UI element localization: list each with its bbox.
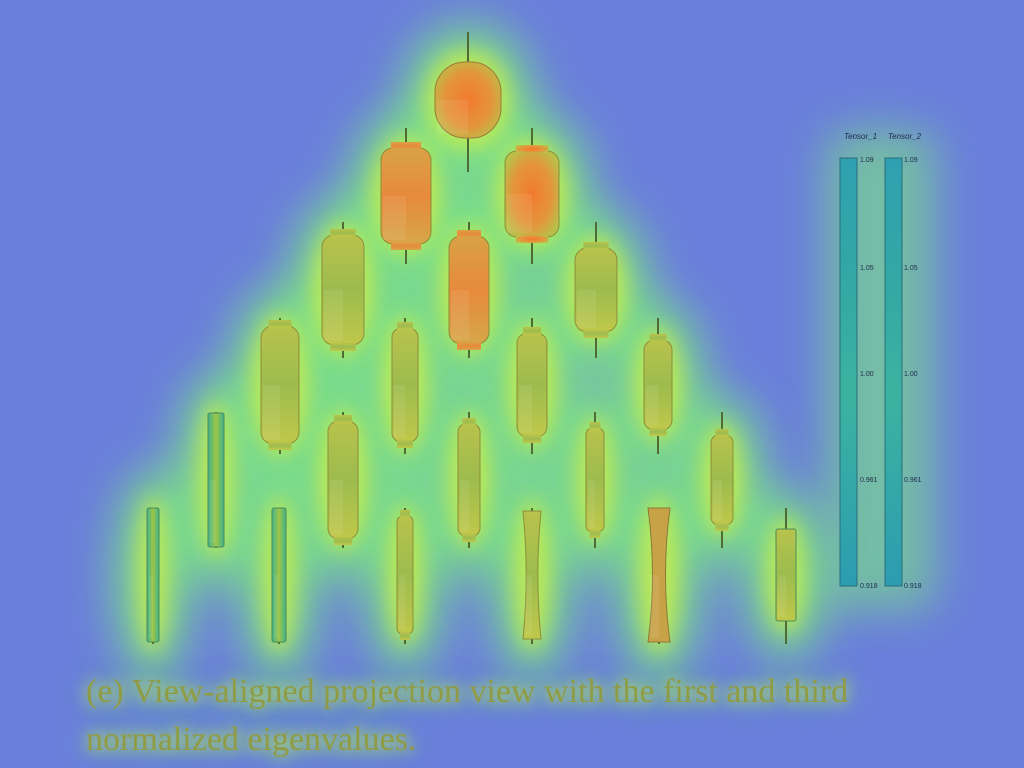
glyph-body <box>647 507 671 643</box>
tensor-glyph <box>647 507 671 644</box>
colorbar-tick-2-2: 1.00 <box>904 371 918 378</box>
tensor-glyph <box>710 412 734 548</box>
tensor-glyph <box>643 318 673 454</box>
tensor-glyph <box>574 222 618 358</box>
colorbar-title-tensor-1: Tensor_1 <box>844 132 878 141</box>
colorbar-tick-1-2: 1.00 <box>860 371 874 378</box>
colorbar-tick-1-0: 1.09 <box>860 157 874 164</box>
glyph-cap-bottom <box>462 534 476 542</box>
tensor-glyph <box>260 318 300 454</box>
tensor-glyph <box>457 412 481 548</box>
glyph-cap-top <box>268 320 292 328</box>
glyph-body <box>271 507 287 643</box>
glyph-cap-top <box>589 422 601 430</box>
colorbar-tick-1-1: 1.05 <box>860 265 874 272</box>
glyph-shade <box>507 194 532 233</box>
glyph-cap-bottom <box>397 440 413 448</box>
glyph-cap-top <box>391 142 421 150</box>
glyph-shade <box>650 575 659 638</box>
glyph-cap-bottom <box>515 235 549 243</box>
tensor-glyph <box>585 412 605 548</box>
glyph-shade <box>274 575 279 638</box>
glyph-cap-top <box>523 327 541 335</box>
glyph-cap-top <box>334 415 352 423</box>
glyph-cap-bottom <box>268 442 292 450</box>
tensor-glyph <box>448 222 490 358</box>
glyph-body <box>775 528 797 622</box>
glyph-cap-top <box>649 334 667 342</box>
colorbar-tensor-2 <box>884 157 903 587</box>
glyph-cap-top <box>462 418 476 426</box>
glyph-shade <box>149 575 153 638</box>
tensor-glyph <box>321 222 365 358</box>
tensor-glyph <box>522 508 542 644</box>
glyph-body <box>146 507 160 643</box>
glyph-shade <box>263 385 280 440</box>
colorbar-tick-2-4: 0.918 <box>904 583 922 590</box>
glyph-cap-bottom <box>334 537 352 545</box>
glyph-cap-bottom <box>583 330 609 338</box>
colorbar-tensor-1 <box>839 157 858 587</box>
glyph-cap-bottom <box>330 343 356 351</box>
glyph-shade <box>330 480 343 535</box>
tensor-glyph <box>396 508 414 644</box>
tensor-glyphs <box>146 32 797 644</box>
tensor-glyph <box>434 32 502 172</box>
glyph-body <box>207 412 225 548</box>
glyph-body <box>434 61 502 139</box>
glyph-shade <box>646 385 658 426</box>
colorbar-tick-2-0: 1.09 <box>904 157 918 164</box>
glyph-shade <box>324 290 343 341</box>
glyph-cap-top <box>457 230 481 238</box>
colorbar-tick-2-3: 0.961 <box>904 477 922 484</box>
glyph-shade <box>399 575 405 630</box>
glyph-cap-top <box>400 510 410 518</box>
glyph-shade <box>577 290 596 328</box>
glyph-shade <box>525 575 532 635</box>
colorbar-title-tensor-2: Tensor_2 <box>888 132 922 141</box>
glyph-cap-bottom <box>523 435 541 443</box>
glyph-cap-bottom <box>649 428 667 436</box>
tensor-glyph <box>391 318 419 454</box>
glyph-cap-bottom <box>457 342 481 350</box>
tensor-glyph <box>271 507 287 644</box>
glyph-shade <box>383 196 406 240</box>
colorbar-tick-1-3: 0.961 <box>860 477 878 484</box>
tensor-glyph <box>516 318 548 454</box>
tensor-glyph <box>504 128 560 264</box>
glyph-shade <box>713 480 722 521</box>
glyph-cap-top <box>397 322 413 330</box>
glyph-shade <box>394 385 405 438</box>
glyph-shade <box>210 480 216 543</box>
glyph-body <box>522 510 542 640</box>
glyph-cap-top <box>515 145 549 153</box>
glyph-shade <box>437 100 468 134</box>
tensor-glyph <box>207 412 225 548</box>
glyph-cap-bottom <box>589 530 601 538</box>
glyph-shade <box>460 480 469 532</box>
glyph-cap-top <box>330 229 356 237</box>
glyph-shade <box>519 385 532 433</box>
glyph-cap-bottom <box>391 242 421 250</box>
glyph-shade <box>451 290 469 340</box>
tensor-glyph <box>146 507 160 644</box>
figure-caption: (e) View-aligned projection view with th… <box>86 673 849 758</box>
glyph-cap-top <box>715 429 729 437</box>
tensor-glyph <box>327 412 359 548</box>
colorbar-tick-2-1: 1.05 <box>904 265 918 272</box>
tensor-glyph <box>775 508 797 644</box>
glyph-cap-bottom <box>715 523 729 531</box>
colorbar-tick-1-4: 0.918 <box>860 583 878 590</box>
glyph-shade <box>588 480 595 528</box>
glyph-shade <box>778 575 786 617</box>
tensor-glyph <box>380 128 432 264</box>
colorbar <box>826 130 936 610</box>
glyph-cap-top <box>583 242 609 250</box>
glyph-cap-bottom <box>400 632 410 640</box>
